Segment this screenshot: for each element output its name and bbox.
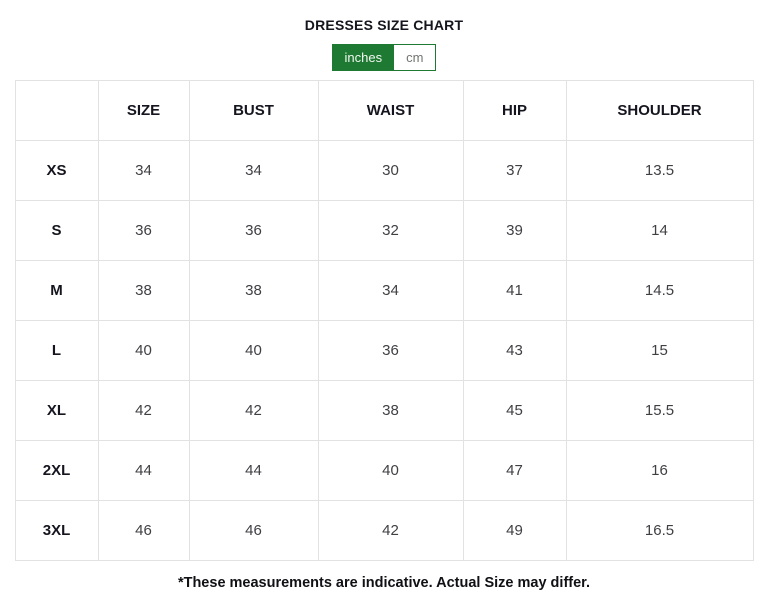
- unit-toggle-inches-button[interactable]: inches: [332, 45, 395, 70]
- header-cell-blank: [14, 80, 99, 141]
- cell-2xl-hip: 47: [462, 440, 567, 501]
- unit-toggle: inches cm: [331, 44, 437, 71]
- cell-l-size: 40: [97, 320, 190, 381]
- cell-m-waist: 34: [317, 260, 464, 321]
- table-row-xs: XS 34 34 30 37 13.5: [14, 140, 754, 201]
- table-row-2xl: 2XL 44 44 40 47 16: [14, 440, 754, 501]
- cell-3xl-shoulder: 16.5: [565, 500, 754, 561]
- cell-xs-hip: 37: [462, 140, 567, 201]
- cell-xl-size: 42: [97, 380, 190, 441]
- cell-2xl-size: 44: [97, 440, 190, 501]
- cell-l-waist: 36: [317, 320, 464, 381]
- header-cell-size: SIZE: [97, 80, 190, 141]
- cell-2xl-bust: 44: [188, 440, 319, 501]
- cell-xl-hip: 45: [462, 380, 567, 441]
- cell-xl-waist: 38: [317, 380, 464, 441]
- size-chart-table: SIZE BUST WAIST HIP SHOULDER XS 34 34 30…: [14, 80, 754, 561]
- table-row-l: L 40 40 36 43 15: [14, 320, 754, 381]
- header-cell-bust: BUST: [188, 80, 319, 141]
- cell-xl-shoulder: 15.5: [565, 380, 754, 441]
- measurements-disclaimer: *These measurements are indicative. Actu…: [177, 575, 591, 591]
- cell-s-size: 36: [97, 200, 190, 261]
- table-header-row: SIZE BUST WAIST HIP SHOULDER: [14, 80, 754, 141]
- cell-m-bust: 38: [188, 260, 319, 321]
- cell-s-bust: 36: [188, 200, 319, 261]
- table-row-xl: XL 42 42 38 45 15.5: [14, 380, 754, 441]
- cell-l-shoulder: 15: [565, 320, 754, 381]
- page-title: DRESSES SIZE CHART: [304, 17, 464, 33]
- table-row-s: S 36 36 32 39 14: [14, 200, 754, 261]
- cell-xs-bust: 34: [188, 140, 319, 201]
- cell-3xl-bust: 46: [188, 500, 319, 561]
- row-label-xs: XS: [14, 140, 99, 201]
- cell-s-hip: 39: [462, 200, 567, 261]
- cell-3xl-hip: 49: [462, 500, 567, 561]
- cell-2xl-shoulder: 16: [565, 440, 754, 501]
- table-row-3xl: 3XL 46 46 42 49 16.5: [14, 500, 754, 561]
- cell-s-waist: 32: [317, 200, 464, 261]
- table-row-m: M 38 38 34 41 14.5: [14, 260, 754, 321]
- row-label-s: S: [14, 200, 99, 261]
- row-label-xl: XL: [14, 380, 99, 441]
- cell-m-hip: 41: [462, 260, 567, 321]
- cell-l-bust: 40: [188, 320, 319, 381]
- cell-m-size: 38: [97, 260, 190, 321]
- cell-xs-shoulder: 13.5: [565, 140, 754, 201]
- cell-s-shoulder: 14: [565, 200, 754, 261]
- unit-toggle-row: inches cm: [0, 44, 768, 71]
- size-chart-page: DRESSES SIZE CHART inches cm SIZE BUST W…: [0, 17, 768, 591]
- header-cell-hip: HIP: [462, 80, 567, 141]
- cell-3xl-size: 46: [97, 500, 190, 561]
- row-label-2xl: 2XL: [14, 440, 99, 501]
- unit-toggle-cm-button[interactable]: cm: [394, 45, 436, 70]
- header-cell-waist: WAIST: [317, 80, 464, 141]
- cell-xs-waist: 30: [317, 140, 464, 201]
- cell-xs-size: 34: [97, 140, 190, 201]
- cell-l-hip: 43: [462, 320, 567, 381]
- row-label-l: L: [14, 320, 99, 381]
- row-label-3xl: 3XL: [14, 500, 99, 561]
- header-cell-shoulder: SHOULDER: [565, 80, 754, 141]
- cell-2xl-waist: 40: [317, 440, 464, 501]
- cell-xl-bust: 42: [188, 380, 319, 441]
- cell-3xl-waist: 42: [317, 500, 464, 561]
- row-label-m: M: [14, 260, 99, 321]
- cell-m-shoulder: 14.5: [565, 260, 754, 321]
